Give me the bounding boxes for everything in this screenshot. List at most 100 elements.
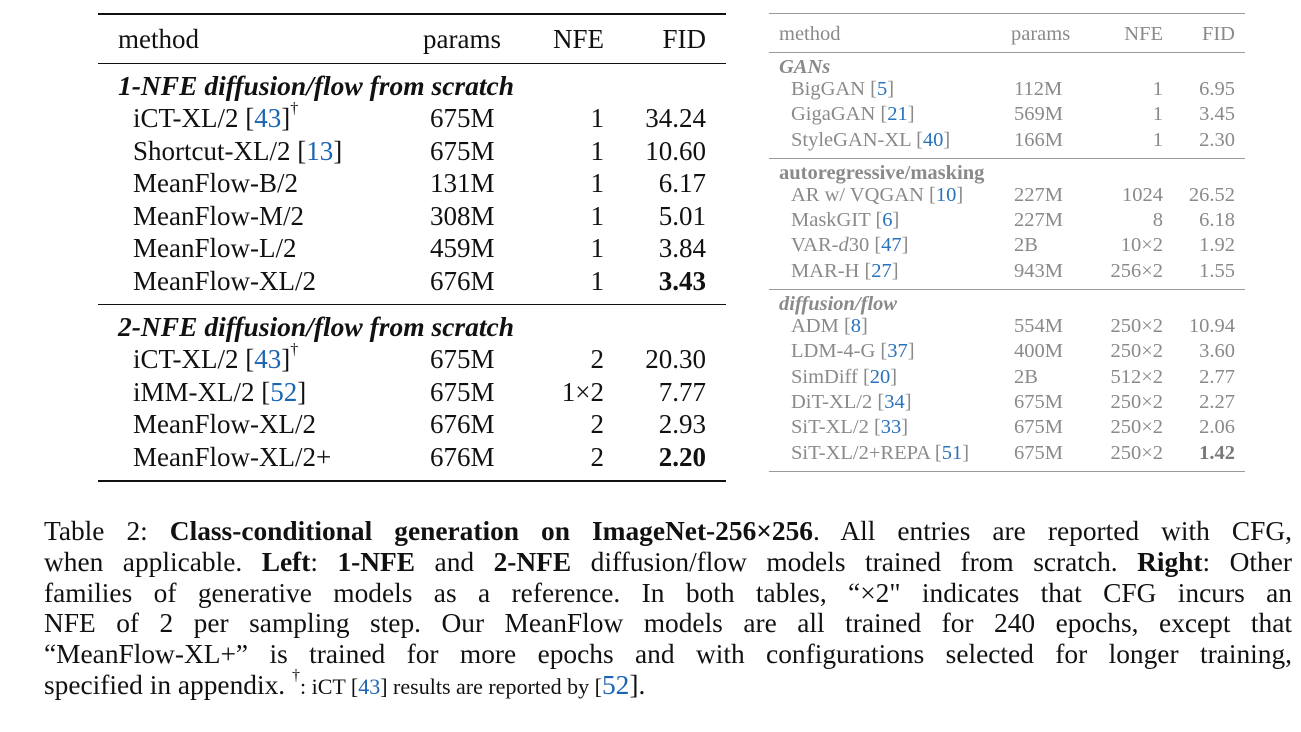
fid-cell: 6.18	[1199, 209, 1235, 232]
table-row: GigaGAN [21] 569M 1 3.45	[769, 102, 1245, 127]
method-cell: iCT-XL/2 [43]†	[133, 341, 299, 376]
method-name: MeanFlow-XL/2+	[133, 441, 332, 472]
nfe-cell: 250×2	[1110, 416, 1163, 439]
params-cell: 2B	[1014, 234, 1038, 257]
header-nfe: NFE	[552, 24, 604, 54]
right-top-rule	[769, 13, 1245, 14]
method-name: DiT-XL/2 [	[791, 390, 885, 413]
citation-link[interactable]: 8	[850, 315, 862, 338]
citation-link[interactable]: 51	[941, 441, 963, 464]
fid-cell: 3.84	[658, 233, 706, 263]
section-title: diffusion/flow	[779, 293, 898, 316]
caption-text: and	[415, 546, 494, 577]
method-name: VAR-	[791, 234, 839, 257]
nfe-cell: 1	[590, 135, 605, 166]
fid-cell: 6.95	[1199, 78, 1235, 100]
citation-link[interactable]: 52	[601, 669, 630, 700]
top-rule	[98, 13, 726, 15]
fid-cell: 2.30	[1199, 128, 1235, 151]
caption-line-1: Table 2: Class-conditional generation on…	[44, 516, 1292, 547]
bracket: ]	[892, 209, 900, 232]
header-fid: FID	[662, 24, 706, 54]
caption-text: ] results are reported by [	[380, 673, 602, 699]
params-cell: 675M	[430, 376, 495, 407]
fid-cell: 2.93	[658, 409, 706, 439]
method-name: iCT-XL/2 [	[133, 103, 255, 133]
caption-text: diffusion/flow models trained from scrat…	[571, 546, 1138, 577]
bracket: ]	[943, 128, 951, 151]
nfe-cell: 250×2	[1110, 390, 1163, 413]
bracket: ]	[891, 259, 899, 282]
citation-link[interactable]: 34	[884, 390, 905, 413]
citation-link[interactable]: 5	[876, 78, 888, 100]
bracket: ]	[901, 416, 909, 439]
method-name: MeanFlow-XL/2	[133, 409, 316, 439]
table-row: SimDiff [20] 2B 512×2 2.77	[769, 365, 1245, 390]
params-cell: 227M	[1014, 209, 1063, 232]
right-header-params: params	[1011, 23, 1071, 45]
method-name: MaskGIT [	[791, 209, 883, 232]
method-name: AR w/ VQGAN [	[791, 183, 936, 206]
table-caption: Table 2: Class-conditional generation on…	[44, 516, 1292, 703]
fid-cell: 26.52	[1188, 183, 1235, 206]
method-name: MeanFlow-L/2	[133, 233, 297, 263]
fid-cell: 1.92	[1199, 234, 1235, 257]
params-cell: 166M	[1014, 128, 1063, 151]
caption-2nfe: 2-NFE	[493, 546, 572, 577]
nfe-cell: 2	[590, 441, 605, 472]
dagger-mark: †	[291, 666, 300, 684]
table-row: MeanFlow-L/2 459M 1 3.84	[98, 232, 726, 265]
citation-link[interactable]: 33	[880, 416, 902, 439]
params-cell: 400M	[1014, 340, 1063, 363]
citation-link[interactable]: 6	[882, 209, 893, 232]
citation-link[interactable]: 10	[935, 183, 957, 206]
fid-cell: 3.43	[658, 265, 706, 296]
citation-link[interactable]: 37	[887, 340, 908, 363]
citation-link[interactable]: 20	[869, 365, 891, 388]
left-header-row: method params NFE FID	[98, 15, 726, 63]
citation-link[interactable]: 43	[254, 103, 282, 133]
nfe-cell: 1024	[1122, 183, 1163, 206]
table-row: DiT-XL/2 [34] 675M 250×2 2.27	[769, 390, 1245, 415]
nfe-cell: 1	[590, 233, 605, 263]
bracket: ]	[281, 344, 291, 374]
method-cell: ADM [8]	[791, 314, 868, 339]
citation-link[interactable]: 27	[871, 259, 892, 282]
citation-link[interactable]: 52	[270, 376, 298, 407]
table-row: MeanFlow-XL/2+ 676M 2 2.20	[98, 441, 726, 474]
method-name: iMM-XL/2 [	[133, 376, 271, 407]
fid-cell: 2.06	[1199, 416, 1235, 439]
row-spacer	[98, 473, 726, 480]
method-cell: Shortcut-XL/2 [13]	[133, 135, 342, 168]
nfe-cell: 512×2	[1110, 365, 1163, 388]
method-name: ADM [	[791, 315, 851, 338]
method-cell: iMM-XL/2 [52]	[133, 376, 306, 409]
citation-link[interactable]: 47	[881, 234, 902, 257]
caption-1nfe: 1-NFE	[337, 546, 416, 577]
citation-link[interactable]: 43	[358, 673, 381, 699]
method-cell: MAR-H [27]	[791, 259, 899, 284]
table-row: StyleGAN-XL [40] 166M 1 2.30	[769, 128, 1245, 153]
nfe-cell: 250×2	[1110, 315, 1163, 338]
caption-text: when applicable.	[44, 546, 262, 577]
dagger-mark: †	[290, 341, 299, 358]
method-name: MAR-H [	[791, 259, 872, 282]
caption-right-label: Right	[1137, 546, 1203, 577]
right-header-method: method	[779, 23, 841, 45]
citation-link[interactable]: 43	[254, 344, 282, 374]
citation-link[interactable]: 40	[922, 128, 944, 151]
citation-link[interactable]: 13	[306, 135, 334, 166]
table-row: SiT-XL/2+REPA [51] 675M 250×2 1.42	[769, 441, 1245, 466]
method-name: GigaGAN [	[791, 103, 888, 126]
table-row: BigGAN [5] 112M 1 6.95	[769, 77, 1245, 102]
nfe-cell: 256×2	[1110, 259, 1163, 282]
table-row: iCT-XL/2 [43]† 675M 1 34.24	[98, 101, 726, 135]
fid-cell: 7.77	[658, 376, 706, 407]
caption-left-label: Left	[261, 546, 311, 577]
params-cell: 675M	[430, 135, 495, 166]
citation-link[interactable]: 21	[887, 103, 908, 126]
method-cell: MeanFlow-L/2	[133, 232, 296, 265]
method-name: MeanFlow-B/2	[133, 168, 298, 198]
table-row: ADM [8] 554M 250×2 10.94	[769, 314, 1245, 339]
table-row: SiT-XL/2 [33] 675M 250×2 2.06	[769, 415, 1245, 440]
